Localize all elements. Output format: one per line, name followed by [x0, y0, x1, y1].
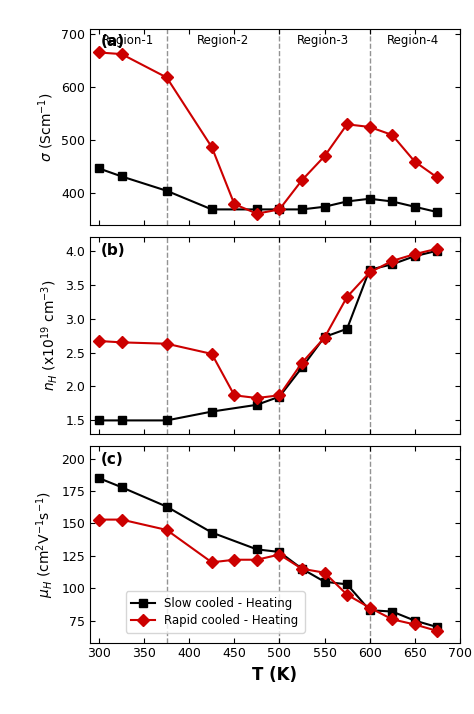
Slow cooled - Heating — [344, 324, 350, 333]
Rapid cooled - Heating — [299, 565, 305, 573]
Rapid cooled - Heating — [254, 209, 260, 218]
Rapid cooled - Heating — [299, 358, 305, 367]
Rapid cooled - Heating — [389, 131, 395, 139]
Text: (a): (a) — [101, 34, 125, 49]
Slow cooled - Heating — [412, 616, 418, 625]
Rapid cooled - Heating — [412, 250, 418, 258]
Slow cooled - Heating — [322, 203, 328, 211]
Rapid cooled - Heating — [322, 568, 328, 577]
Rapid cooled - Heating — [96, 516, 102, 524]
Line: Rapid cooled - Heating: Rapid cooled - Heating — [95, 516, 441, 635]
Rapid cooled - Heating — [434, 244, 440, 253]
Slow cooled - Heating — [389, 260, 395, 268]
Rapid cooled - Heating — [277, 205, 283, 213]
Slow cooled - Heating — [367, 194, 373, 203]
Rapid cooled - Heating — [389, 615, 395, 623]
Slow cooled - Heating — [254, 205, 260, 213]
Rapid cooled - Heating — [209, 350, 215, 358]
Slow cooled - Heating — [119, 416, 125, 425]
Slow cooled - Heating — [412, 252, 418, 261]
Rapid cooled - Heating — [164, 74, 170, 82]
Rapid cooled - Heating — [119, 516, 125, 524]
Line: Slow cooled - Heating: Slow cooled - Heating — [95, 246, 441, 425]
Slow cooled - Heating — [299, 205, 305, 213]
Slow cooled - Heating — [277, 548, 283, 556]
Y-axis label: $\sigma$ (Scm$^{-1}$): $\sigma$ (Scm$^{-1}$) — [36, 92, 55, 162]
Slow cooled - Heating — [299, 565, 305, 573]
Slow cooled - Heating — [367, 606, 373, 615]
Text: Region-1: Region-1 — [102, 34, 154, 47]
Line: Rapid cooled - Heating: Rapid cooled - Heating — [95, 245, 441, 402]
Rapid cooled - Heating — [96, 337, 102, 346]
Slow cooled - Heating — [254, 545, 260, 553]
Slow cooled - Heating — [434, 208, 440, 216]
Rapid cooled - Heating — [299, 176, 305, 184]
Slow cooled - Heating — [164, 416, 170, 425]
Rapid cooled - Heating — [389, 256, 395, 265]
Rapid cooled - Heating — [434, 627, 440, 635]
Rapid cooled - Heating — [254, 393, 260, 402]
Text: Region-3: Region-3 — [297, 34, 349, 47]
Slow cooled - Heating — [96, 164, 102, 173]
Slow cooled - Heating — [434, 246, 440, 255]
Slow cooled - Heating — [277, 393, 283, 401]
Legend: Slow cooled - Heating, Rapid cooled - Heating: Slow cooled - Heating, Rapid cooled - He… — [126, 591, 305, 633]
Rapid cooled - Heating — [277, 550, 283, 559]
Rapid cooled - Heating — [119, 50, 125, 59]
Slow cooled - Heating — [96, 416, 102, 425]
Slow cooled - Heating — [96, 474, 102, 483]
Slow cooled - Heating — [344, 580, 350, 588]
Rapid cooled - Heating — [434, 174, 440, 182]
Rapid cooled - Heating — [96, 49, 102, 57]
Slow cooled - Heating — [322, 333, 328, 341]
Slow cooled - Heating — [434, 623, 440, 631]
Slow cooled - Heating — [389, 197, 395, 206]
Y-axis label: $\mu_H$ (cm$^2$V$^{-1}$s$^{-1}$): $\mu_H$ (cm$^2$V$^{-1}$s$^{-1}$) — [34, 491, 56, 598]
Rapid cooled - Heating — [412, 157, 418, 166]
Slow cooled - Heating — [209, 407, 215, 416]
Rapid cooled - Heating — [209, 143, 215, 151]
Rapid cooled - Heating — [231, 391, 237, 400]
Rapid cooled - Heating — [367, 268, 373, 277]
Text: (c): (c) — [101, 452, 124, 467]
Slow cooled - Heating — [389, 607, 395, 615]
Slow cooled - Heating — [299, 363, 305, 372]
Y-axis label: $n_H$ (x10$^{19}$ cm$^{-3}$): $n_H$ (x10$^{19}$ cm$^{-3}$) — [39, 280, 60, 391]
Text: (b): (b) — [101, 243, 126, 258]
Rapid cooled - Heating — [322, 152, 328, 161]
Rapid cooled - Heating — [209, 558, 215, 567]
Rapid cooled - Heating — [119, 338, 125, 347]
Slow cooled - Heating — [164, 503, 170, 511]
Slow cooled - Heating — [277, 205, 283, 213]
Slow cooled - Heating — [164, 186, 170, 195]
Slow cooled - Heating — [119, 483, 125, 491]
Rapid cooled - Heating — [367, 123, 373, 131]
Rapid cooled - Heating — [231, 200, 237, 208]
Rapid cooled - Heating — [164, 339, 170, 348]
Slow cooled - Heating — [367, 266, 373, 274]
Slow cooled - Heating — [254, 401, 260, 409]
X-axis label: T (K): T (K) — [253, 666, 297, 684]
Text: Region-4: Region-4 — [387, 34, 439, 47]
Slow cooled - Heating — [344, 197, 350, 206]
Rapid cooled - Heating — [412, 620, 418, 629]
Rapid cooled - Heating — [322, 333, 328, 342]
Rapid cooled - Heating — [231, 555, 237, 564]
Rapid cooled - Heating — [367, 603, 373, 612]
Rapid cooled - Heating — [254, 555, 260, 564]
Rapid cooled - Heating — [344, 120, 350, 129]
Line: Slow cooled - Heating: Slow cooled - Heating — [95, 164, 441, 216]
Slow cooled - Heating — [412, 203, 418, 211]
Rapid cooled - Heating — [277, 391, 283, 400]
Rapid cooled - Heating — [344, 590, 350, 599]
Slow cooled - Heating — [209, 205, 215, 213]
Line: Rapid cooled - Heating: Rapid cooled - Heating — [95, 49, 441, 218]
Line: Slow cooled - Heating: Slow cooled - Heating — [95, 474, 441, 631]
Slow cooled - Heating — [322, 578, 328, 586]
Rapid cooled - Heating — [344, 293, 350, 301]
Rapid cooled - Heating — [164, 526, 170, 534]
Text: Region-2: Region-2 — [197, 34, 249, 47]
Slow cooled - Heating — [209, 528, 215, 537]
Slow cooled - Heating — [119, 172, 125, 181]
